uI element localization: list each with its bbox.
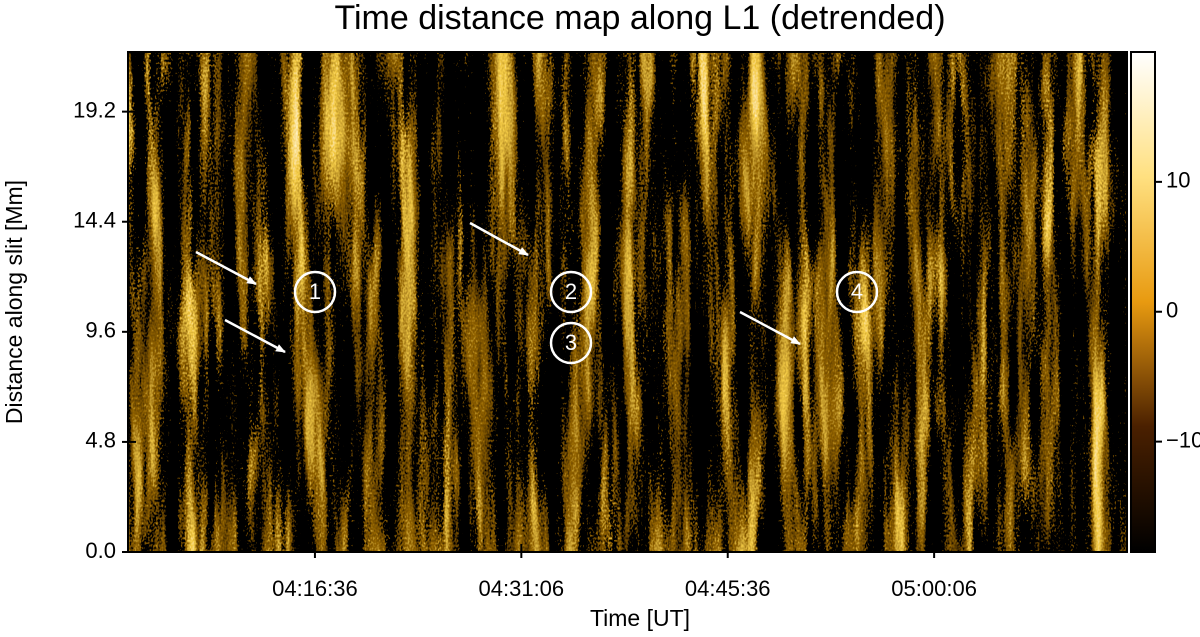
- arrow: [739, 310, 801, 346]
- annotation-circle: [293, 270, 337, 314]
- y-tick-label: 14.4: [73, 208, 116, 233]
- y-tick-label: 9.6: [85, 318, 116, 343]
- annotation: 2: [565, 279, 577, 304]
- arrow: [469, 221, 529, 257]
- y-tick-label: 19.2: [73, 97, 116, 122]
- y-tick-label: 4.8: [85, 428, 116, 453]
- heatmap-image: [128, 52, 1127, 552]
- chart-title: Time distance map along L1 (detrended): [334, 0, 945, 37]
- y-axis-label: Distance along slit [Mm]: [1, 180, 27, 424]
- x-tick-label: 05:00:06: [891, 576, 977, 601]
- annotation-circle: [549, 321, 593, 365]
- arrow: [195, 250, 257, 286]
- annotation: 3: [565, 330, 577, 355]
- annotation-circle: [835, 270, 879, 314]
- colorbar-tick-label: 0: [1166, 298, 1178, 323]
- colorbar-tick-label: −10: [1166, 427, 1200, 452]
- plot-frame: [127, 51, 1128, 553]
- annotation: 4: [851, 279, 863, 304]
- x-axis-label: Time [UT]: [590, 605, 690, 631]
- x-tick-label: 04:31:06: [479, 576, 565, 601]
- x-tick-label: 04:45:36: [685, 576, 771, 601]
- annotation: 1: [309, 279, 321, 304]
- y-tick-label: 0.0: [85, 538, 116, 563]
- annotation-circle: [549, 270, 593, 314]
- x-tick-label: 04:16:36: [272, 576, 358, 601]
- colorbar: [1130, 51, 1156, 553]
- arrows: [195, 221, 801, 354]
- arrow: [224, 318, 286, 354]
- colorbar-tick-label: 10: [1166, 168, 1190, 193]
